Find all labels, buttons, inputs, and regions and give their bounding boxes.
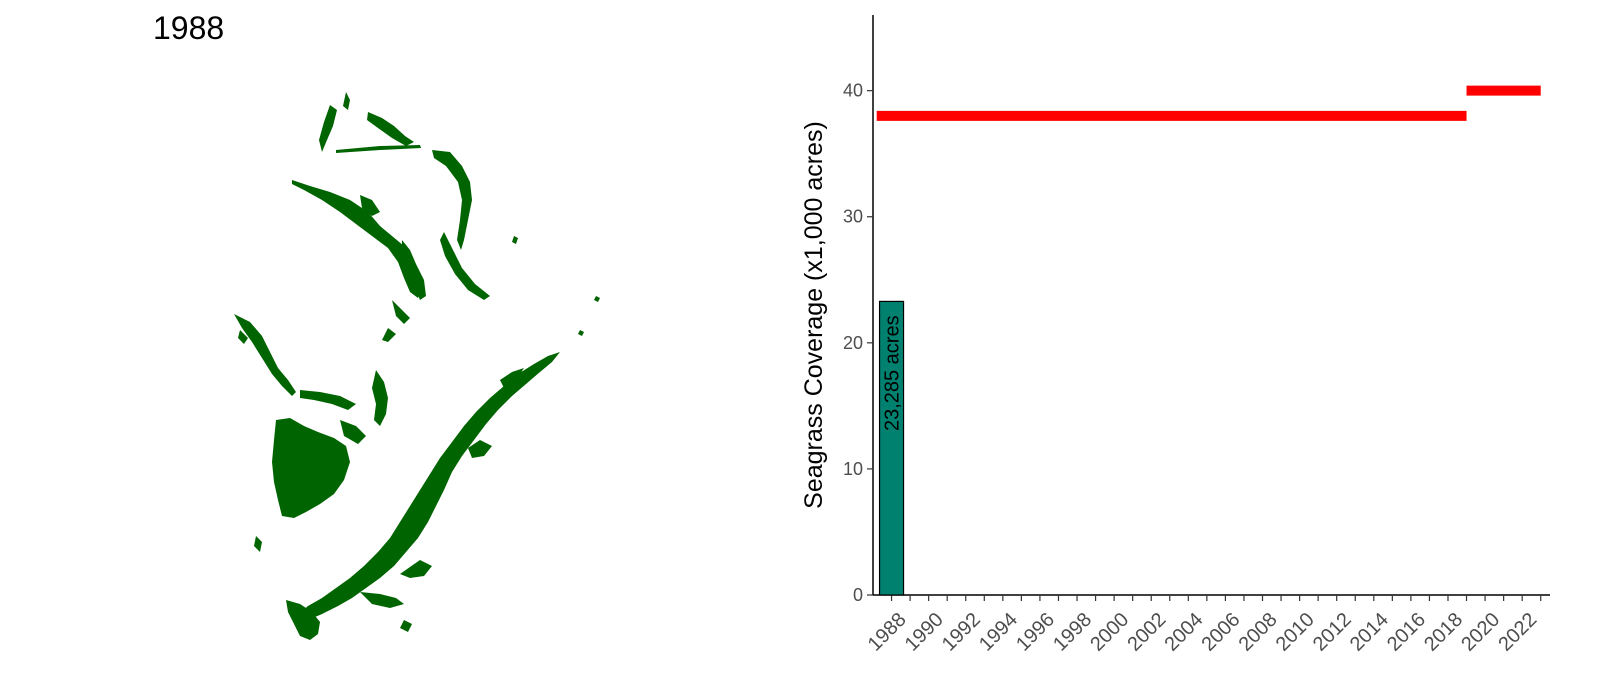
x-tick-label: 2014: [1346, 609, 1393, 656]
x-tick-label: 2012: [1309, 609, 1356, 656]
seagrass-patch-west: [300, 390, 356, 410]
x-tick-label: 2008: [1235, 609, 1282, 656]
y-tick-label: 10: [843, 459, 863, 479]
x-tick-label: 2020: [1457, 609, 1504, 656]
x-tick-label: 2022: [1494, 609, 1541, 656]
y-axis-title: Seagrass Coverage (x1,000 acres): [800, 121, 828, 509]
seagrass-patch-middle: [360, 195, 380, 216]
x-tick-label: 2010: [1272, 609, 1319, 656]
seagrass-patch-middle: [292, 180, 422, 298]
seagrass-patch-north: [336, 145, 421, 153]
x-tick-label: 2018: [1420, 609, 1467, 656]
bar-1988: [878, 300, 905, 596]
seagrass-patch-main: [272, 418, 350, 518]
seagrass-patch-north: [343, 92, 350, 110]
x-tick-label: 2000: [1086, 609, 1133, 656]
seagrass-map: [234, 92, 600, 640]
y-tick-label: 20: [843, 333, 863, 353]
y-tick-label: 30: [843, 207, 863, 227]
y-tick-label: 40: [843, 81, 863, 101]
seagrass-patch-north: [367, 112, 414, 146]
x-tick-label: 1992: [938, 609, 985, 656]
seagrass-patch-speck: [594, 296, 600, 302]
x-tick-label: 1994: [975, 609, 1022, 656]
x-tick-label: 2002: [1123, 609, 1170, 656]
seagrass-patch-northeast: [432, 150, 472, 250]
seagrass-patch-west: [238, 330, 248, 344]
seagrass-patch-main: [254, 536, 262, 552]
x-tick-label: 2006: [1198, 609, 1245, 656]
x-tick-label: 1998: [1049, 609, 1096, 656]
seagrass-patch-strip: [500, 368, 524, 388]
bar-value-label: 23,285 acres: [882, 315, 904, 431]
seagrass-patch-west: [234, 314, 296, 396]
seagrass-patch-speck: [578, 330, 584, 336]
map-panel: 1988: [153, 10, 600, 640]
seagrass-patch-north: [319, 105, 337, 152]
x-tick-label: 1990: [901, 609, 948, 656]
seagrass-patch-middle: [402, 240, 426, 300]
seagrass-patch-strip: [360, 592, 404, 608]
chart-bars: [878, 300, 905, 596]
seagrass-patch-main: [340, 420, 366, 444]
seagrass-patch-east: [440, 232, 490, 300]
seagrass-patch-south: [400, 620, 412, 632]
seagrass-patch-speck: [512, 236, 518, 244]
seagrass-patch-middle: [382, 328, 396, 342]
x-tick-label: 2016: [1383, 609, 1430, 656]
seagrass-patch-west: [372, 370, 388, 426]
seagrass-patches: [234, 92, 600, 640]
y-tick-label: 0: [853, 585, 863, 605]
x-tick-label: 1996: [1012, 609, 1059, 656]
seagrass-patch-south: [286, 600, 320, 640]
seagrass-patch-middle: [392, 300, 410, 324]
seagrass-patch-strip: [296, 352, 560, 624]
x-tick-label: 1988: [864, 609, 911, 656]
target-lines: [876, 85, 1541, 121]
seagrass-patch-strip: [468, 440, 492, 458]
seagrass-patch-strip: [400, 560, 432, 578]
map-year-title: 1988: [153, 10, 225, 46]
chart-labels: 23,285 acres: [882, 315, 904, 431]
x-tick-label: 2004: [1160, 609, 1207, 656]
